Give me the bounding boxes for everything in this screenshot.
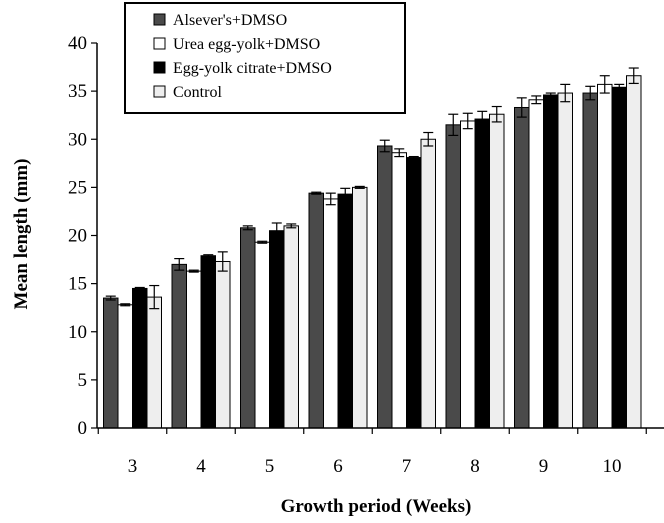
bar	[557, 92, 573, 429]
y-tick-label: 20	[68, 226, 87, 247]
bar	[445, 124, 461, 429]
bar	[489, 113, 505, 429]
x-tick-label: 3	[128, 456, 138, 477]
legend-swatch	[153, 37, 166, 50]
bar	[611, 86, 627, 429]
legend-swatch	[153, 61, 166, 74]
bar	[215, 260, 231, 429]
legend: Alsever's+DMSO Urea egg-yolk+DMSO Egg-yolk…	[124, 2, 406, 114]
bar	[626, 75, 642, 429]
y-tick-label: 40	[68, 33, 87, 54]
axes-group	[91, 42, 664, 434]
bar	[240, 227, 256, 429]
x-tick-label: 10	[603, 456, 622, 477]
bar	[582, 92, 598, 429]
legend-label: Control	[173, 84, 222, 101]
bar	[352, 186, 368, 429]
x-axis-title: Growth period (Weeks)	[281, 496, 472, 517]
x-tick-label: 9	[539, 456, 549, 477]
legend-box	[124, 2, 406, 114]
y-tick-label: 15	[68, 274, 87, 295]
bar	[186, 270, 202, 429]
y-tick-label: 25	[68, 177, 87, 198]
bar	[420, 138, 436, 429]
bar	[460, 120, 476, 429]
bar	[543, 94, 559, 429]
bar	[474, 118, 490, 429]
legend-label: Alsever's+DMSO	[173, 12, 287, 29]
bar	[528, 99, 544, 429]
bar	[117, 304, 133, 429]
bar	[103, 297, 119, 429]
bar	[132, 287, 148, 429]
x-tick-label: 4	[196, 456, 206, 477]
x-tick-label: 8	[470, 456, 480, 477]
bar	[171, 263, 187, 429]
bar	[269, 230, 285, 429]
legend-label: Egg-yolk citrate+DMSO	[173, 60, 332, 77]
y-tick-label: 10	[68, 322, 87, 343]
bar	[254, 241, 270, 429]
bar	[514, 106, 530, 429]
bar	[308, 192, 324, 429]
y-tick-label: 35	[68, 81, 87, 102]
y-tick-label: 5	[78, 370, 88, 391]
y-tick-label: 0	[78, 418, 88, 439]
x-tick-label: 7	[402, 456, 412, 477]
x-tick-label: 5	[265, 456, 275, 477]
bar	[323, 198, 339, 429]
bar-series-group	[103, 67, 642, 429]
bar	[337, 193, 353, 429]
bar	[283, 225, 299, 429]
legend-swatch	[153, 13, 166, 26]
y-tick-label: 30	[68, 129, 87, 150]
legend-swatch	[153, 85, 166, 98]
bar	[597, 83, 613, 429]
x-tick-label: 6	[333, 456, 343, 477]
tick-labels-group: 0 5 10 15 20 25 30 35 40 3 4 5 6 7 8 9 10	[68, 33, 622, 477]
bar	[200, 255, 216, 429]
bar	[377, 145, 393, 429]
bar	[391, 152, 407, 429]
legend-label: Urea egg-yolk+DMSO	[173, 36, 320, 53]
y-axis-title: Mean length (mm)	[11, 159, 32, 310]
bar	[146, 296, 162, 429]
bar	[406, 157, 422, 429]
